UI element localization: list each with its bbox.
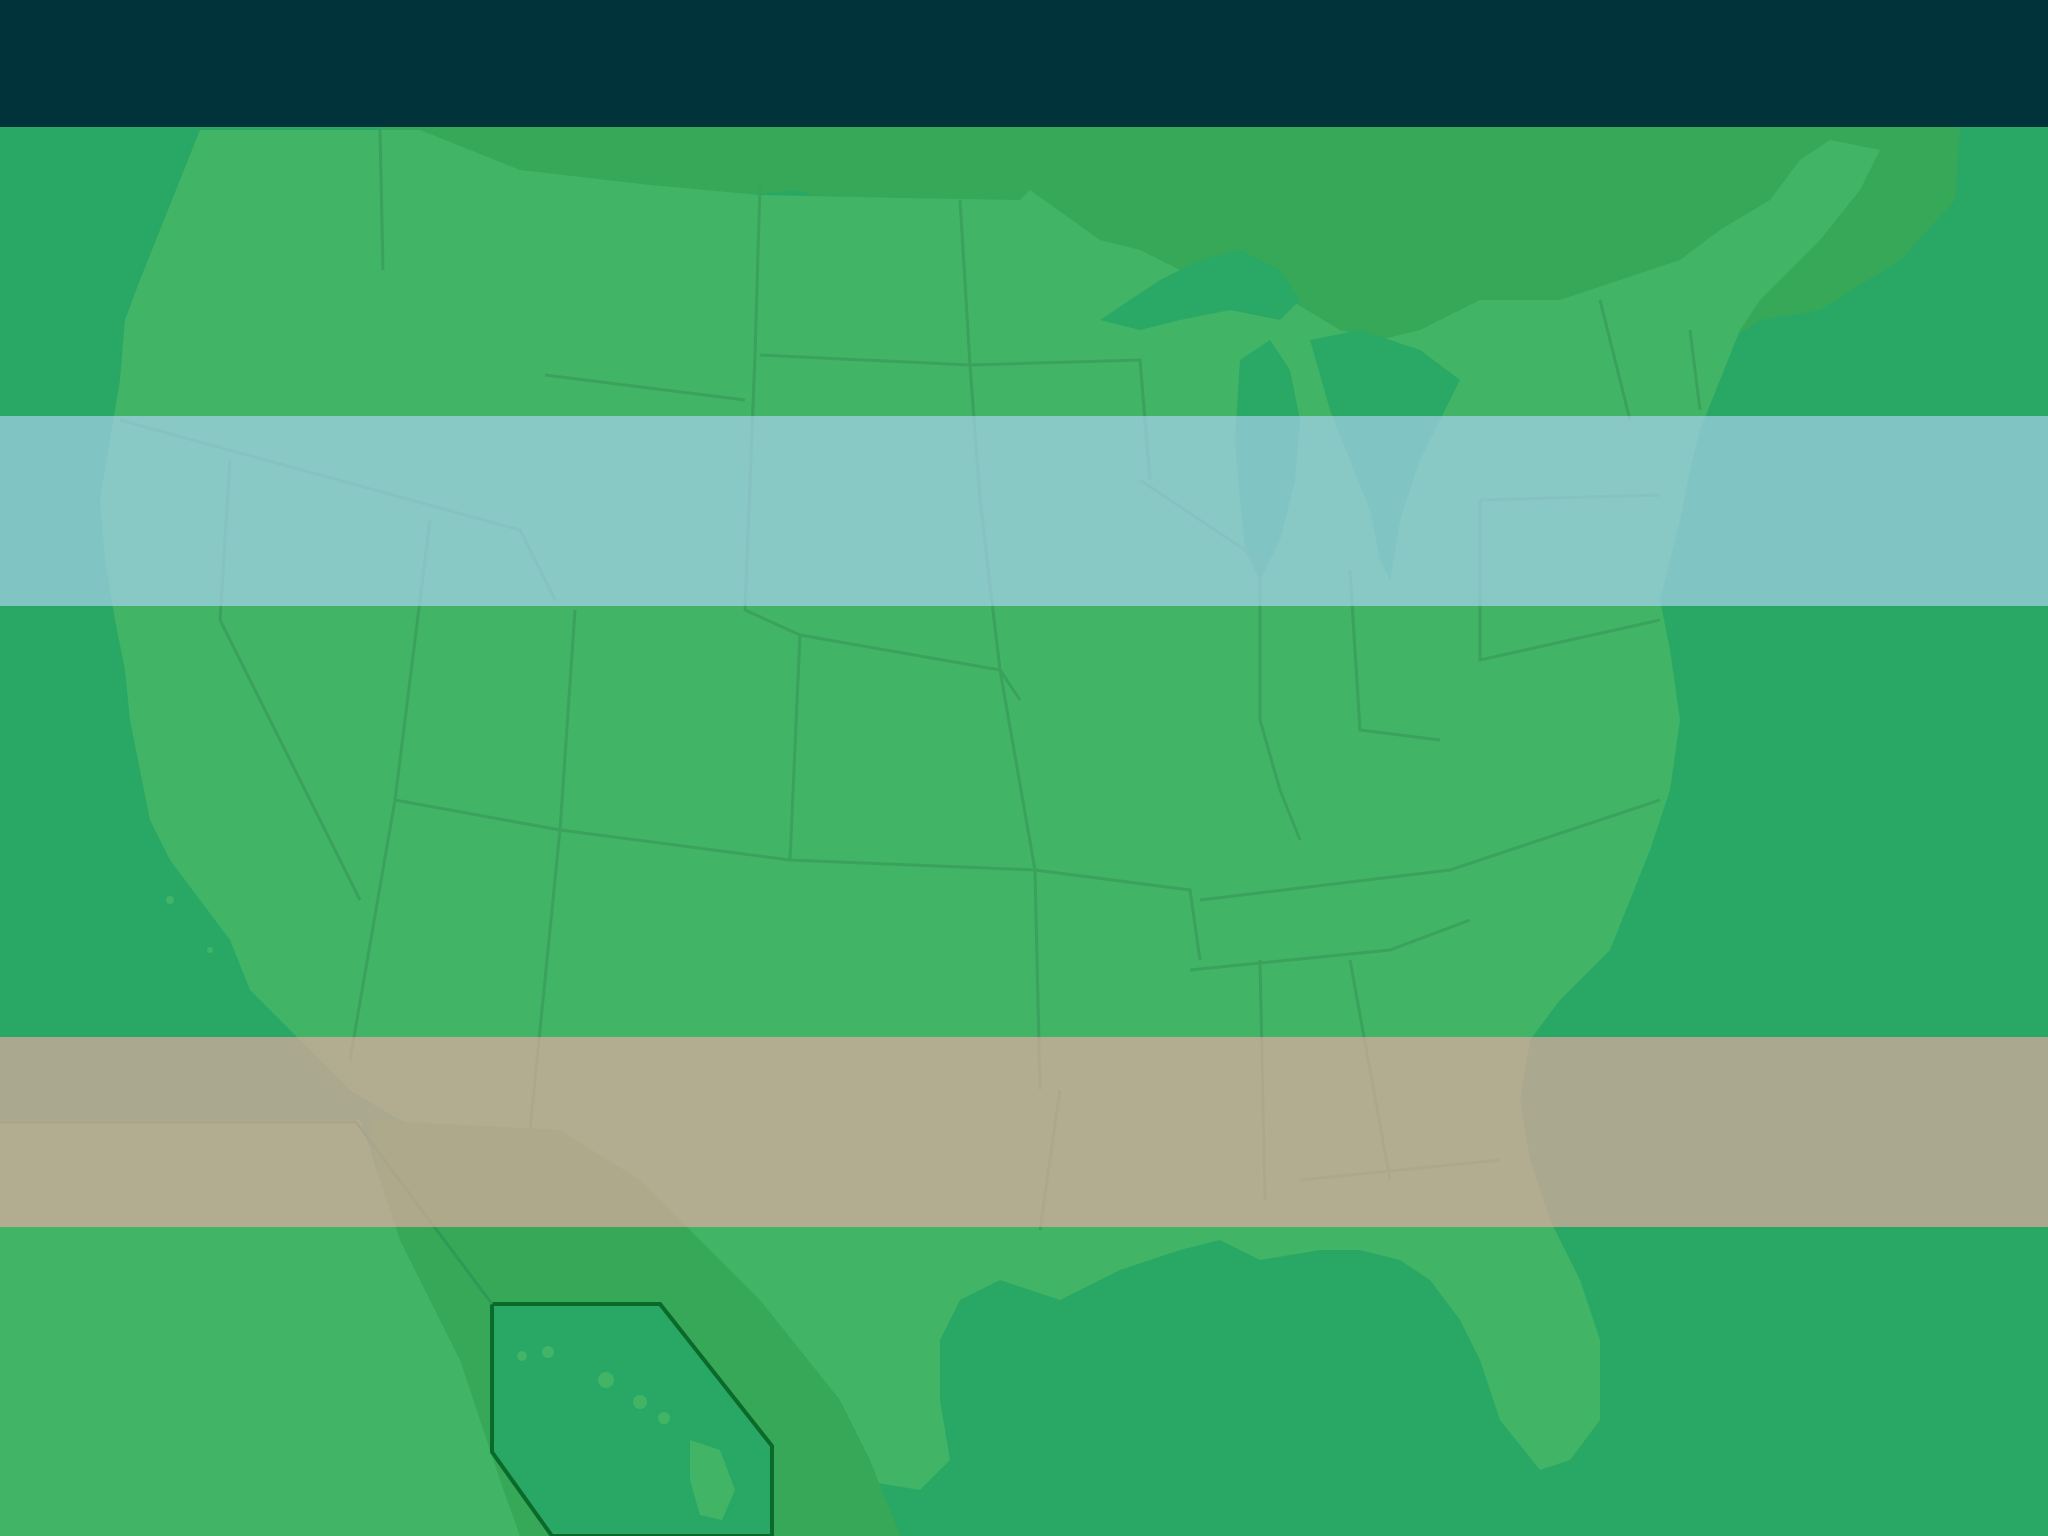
hawaii-island: [633, 1395, 647, 1409]
lake-superior: [1100, 250, 1300, 330]
top-bar: [0, 0, 2048, 127]
island: [207, 947, 213, 953]
island: [85, 1495, 95, 1505]
island: [166, 896, 174, 904]
hawaii-island: [658, 1412, 670, 1424]
hawaii-big-island: [690, 1440, 735, 1520]
island: [135, 1255, 145, 1265]
hawaii-island: [517, 1351, 527, 1361]
island: [106, 1316, 114, 1324]
hawaii-island: [542, 1346, 554, 1358]
blue-highlight-band: [0, 416, 2048, 606]
hawaii-island: [598, 1372, 614, 1388]
tan-highlight-band: [0, 1037, 2048, 1227]
